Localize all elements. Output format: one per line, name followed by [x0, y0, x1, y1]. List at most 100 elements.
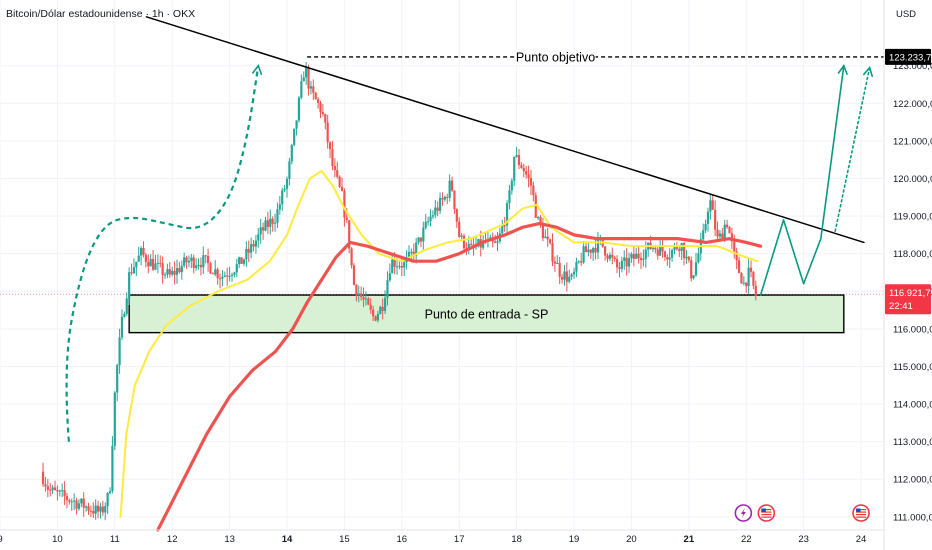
candle-body [161, 263, 164, 276]
candle-body [281, 190, 284, 205]
candle-body [187, 260, 191, 263]
candle-body [438, 197, 442, 211]
candle-body [704, 223, 707, 231]
candle-body [541, 225, 545, 239]
candle-body [99, 506, 102, 512]
candle-body [513, 156, 516, 181]
x-tick-label: 18 [511, 534, 522, 545]
candle-body [319, 102, 322, 113]
candle-body [745, 282, 748, 287]
candle-body [302, 77, 305, 82]
x-tick-label: 16 [397, 534, 408, 545]
candle-body [216, 269, 219, 279]
candle-body [685, 256, 688, 259]
candle-body [592, 248, 595, 253]
candle-body [307, 67, 310, 89]
x-tick-label: 9 [0, 534, 3, 545]
candle-body [529, 177, 533, 186]
x-tick-label: 13 [224, 534, 235, 545]
candle-body [584, 246, 588, 253]
candle-body [197, 264, 200, 266]
candle-body [113, 392, 116, 446]
candle-body [544, 236, 547, 239]
candle-body [673, 245, 676, 251]
candle-body [675, 245, 678, 249]
candle-body [749, 267, 753, 272]
candle-body [348, 220, 351, 249]
flag-stripe-icon [856, 509, 867, 511]
candle-body [75, 500, 78, 509]
candle-body [345, 217, 348, 221]
candle-body [245, 248, 248, 260]
current-price-label: 116.921,7 [889, 288, 931, 299]
candle-body [589, 249, 592, 253]
candle-body [577, 261, 580, 263]
y-tick-label: 112.000,0 [893, 475, 932, 486]
candle-body [190, 257, 193, 261]
candle-body [462, 235, 466, 249]
candle-body [379, 306, 382, 315]
candle-body [666, 257, 669, 260]
price-axis-panel [884, 0, 932, 550]
flag-stripe-icon [856, 516, 867, 518]
candle-body [372, 309, 375, 317]
candle-body [65, 496, 69, 501]
candle-body [735, 251, 738, 261]
candle-body [63, 490, 66, 497]
candle-body [412, 251, 415, 256]
flag-stripe-icon [856, 514, 867, 516]
y-tick-label: 113.000,0 [893, 437, 932, 448]
candle-body [295, 120, 298, 129]
candle-body [625, 257, 628, 267]
candle-body [89, 510, 92, 512]
flag-canton-icon [856, 508, 861, 512]
candle-body [285, 178, 289, 189]
candle-body [235, 264, 238, 273]
candle-body [166, 269, 169, 275]
candle-body [460, 235, 463, 237]
candle-body [135, 261, 138, 268]
candle-body [747, 267, 750, 287]
candle-body [546, 236, 549, 240]
candle-body [431, 215, 435, 217]
candle-body [108, 491, 112, 494]
y-tick-label: 121.000,0 [893, 136, 932, 147]
resistance-trendline [145, 16, 865, 244]
candle-body [228, 275, 231, 277]
candle-body [570, 274, 573, 277]
candle-body [692, 275, 695, 279]
candle-body [369, 304, 372, 310]
candle-body [123, 313, 126, 317]
currency-button[interactable]: USD [895, 9, 917, 20]
candle-body [104, 506, 107, 513]
candle-body [278, 204, 281, 210]
candle-body [436, 207, 439, 211]
candle-body [388, 273, 391, 281]
candle-body [163, 274, 167, 276]
candle-body [223, 275, 226, 277]
candle-body [630, 254, 633, 259]
history-curve-arrow [65, 65, 260, 442]
ma-fast-line [119, 169, 759, 518]
x-tick-label: 12 [167, 534, 178, 545]
candle-body [427, 221, 430, 223]
candle-body [269, 218, 272, 227]
candle-body [257, 234, 260, 241]
candle-body [606, 255, 609, 259]
candle-body [125, 298, 128, 314]
flag-stripe-icon [761, 509, 772, 511]
candle-body [300, 81, 303, 98]
candle-body [697, 253, 700, 263]
candle-body [350, 248, 353, 266]
candle-body [398, 266, 401, 268]
candle-body [242, 259, 246, 264]
event-icons [734, 504, 870, 522]
candle-body [364, 298, 368, 300]
drawings: Punto objetivo [65, 16, 884, 442]
candle-body [620, 260, 623, 269]
candle-body [147, 261, 150, 267]
candle-body [515, 155, 518, 157]
candle-body [82, 498, 85, 508]
candle-body [670, 250, 674, 258]
